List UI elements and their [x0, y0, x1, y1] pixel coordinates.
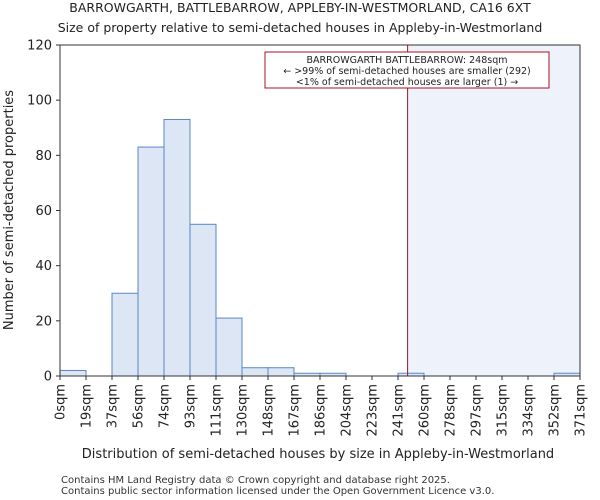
histogram-bar [267, 367, 295, 377]
histogram-bar [111, 292, 139, 377]
histogram-bar [241, 367, 269, 377]
histogram-bar [137, 146, 165, 377]
footer-line-2: Contains public sector information licen… [61, 486, 494, 497]
x-tick-label: 278sqm [444, 384, 459, 437]
x-tick-label: 186sqm [314, 384, 329, 437]
histogram-bar [59, 369, 87, 377]
x-tick-label: 352sqm [548, 384, 563, 437]
y-tick-label: 20 [35, 314, 52, 329]
x-tick-label: 167sqm [288, 384, 303, 437]
y-axis-label: Number of semi-detached properties [2, 90, 17, 330]
x-tick-label: 0sqm [54, 384, 69, 420]
x-tick-label: 148sqm [262, 384, 277, 437]
x-tick-label: 241sqm [392, 384, 407, 437]
y-tick-label: 120 [27, 39, 52, 54]
x-tick-label: 111sqm [210, 384, 225, 437]
x-tick-label: 334sqm [522, 384, 537, 437]
x-tick-label: 19sqm [80, 384, 95, 428]
x-tick-label: 37sqm [106, 384, 121, 428]
x-tick-label: 74sqm [158, 384, 173, 428]
y-tick-label: 100 [27, 94, 52, 109]
x-tick-label: 204sqm [340, 384, 355, 437]
y-tick-label: 80 [35, 149, 52, 164]
chart-subtitle: Size of property relative to semi-detach… [58, 20, 543, 35]
y-tick-label: 0 [44, 370, 52, 385]
x-tick-label: 260sqm [418, 384, 433, 437]
y-tick-label: 60 [35, 204, 52, 219]
annotation-line-2: ← >99% of semi-detached houses are small… [283, 66, 531, 77]
annotation-line-3: <1% of semi-detached houses are larger (… [296, 77, 518, 88]
chart-title: BARROWGARTH, BATTLEBARROW, APPLEBY-IN-WE… [69, 0, 531, 15]
x-tick-label: 56sqm [132, 384, 147, 428]
x-tick-label: 130sqm [236, 384, 251, 437]
histogram-bar [215, 317, 243, 377]
x-tick-label: 93sqm [184, 384, 199, 428]
annotation-box [264, 51, 550, 89]
footer-line-1: Contains HM Land Registry data © Crown c… [61, 475, 450, 486]
histogram-bar [189, 223, 217, 377]
x-axis-label: Distribution of semi-detached houses by … [82, 447, 554, 462]
x-tick-label: 297sqm [470, 384, 485, 437]
x-tick-label: 371sqm [574, 384, 589, 437]
histogram-bar [163, 118, 191, 377]
larger-than-property-region [407, 45, 580, 376]
x-tick-label: 223sqm [366, 384, 381, 437]
annotation-line-1: BARROWGARTH BATTLEBARROW: 248sqm [307, 55, 508, 66]
x-tick-label: 315sqm [496, 384, 511, 437]
y-tick-label: 40 [35, 259, 52, 274]
